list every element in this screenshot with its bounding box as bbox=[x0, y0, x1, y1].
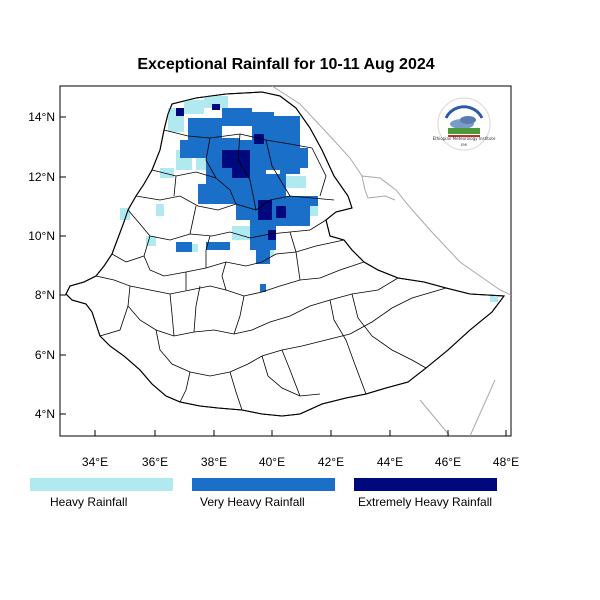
lon-tick-label: 46°E bbox=[435, 455, 461, 469]
ethiopia-outline-stroke bbox=[65, 91, 506, 417]
map-title: Exceptional Rainfall for 10-11 Aug 2024 bbox=[137, 56, 435, 73]
legend-swatch-heavy bbox=[30, 478, 173, 491]
legend-swatch-very-heavy bbox=[192, 478, 335, 491]
lon-tick-label: 48°E bbox=[493, 455, 519, 469]
institution-logo: Ethiopian Meteorology Institute EMI bbox=[433, 97, 496, 151]
legend-label-very-heavy: Very Heavy Rainfall bbox=[200, 495, 305, 509]
legend-label-extreme: Extremely Heavy Rainfall bbox=[358, 495, 493, 509]
svg-text:Ethiopian Meteorology Institut: Ethiopian Meteorology Institute bbox=[433, 136, 496, 141]
lon-tick-label: 38°E bbox=[201, 455, 227, 469]
lat-tick-label: 14°N bbox=[28, 110, 55, 124]
longitude-axis: 34°E 36°E 38°E 40°E 42°E 44°E 46°E 48°E bbox=[82, 430, 519, 469]
lon-tick-label: 36°E bbox=[142, 455, 168, 469]
lat-tick-label: 10°N bbox=[28, 229, 55, 243]
svg-text:EMI: EMI bbox=[461, 143, 467, 147]
lat-tick-label: 8°N bbox=[35, 288, 55, 302]
extreme-rainfall-cells bbox=[176, 104, 286, 240]
lat-tick-label: 12°N bbox=[28, 170, 55, 184]
legend-swatch-extreme bbox=[354, 478, 497, 491]
lat-tick-label: 4°N bbox=[35, 407, 55, 421]
lat-tick-label: 6°N bbox=[35, 348, 55, 362]
lon-tick-label: 40°E bbox=[259, 455, 285, 469]
admin-boundaries bbox=[95, 129, 447, 411]
neighbor-borders bbox=[271, 86, 511, 436]
lon-tick-label: 34°E bbox=[82, 455, 108, 469]
latitude-axis: 14°N 12°N 10°N 8°N 6°N 4°N bbox=[28, 110, 66, 421]
lon-tick-label: 44°E bbox=[377, 455, 403, 469]
lon-tick-label: 42°E bbox=[318, 455, 344, 469]
legend-label-heavy: Heavy Rainfall bbox=[50, 495, 128, 509]
